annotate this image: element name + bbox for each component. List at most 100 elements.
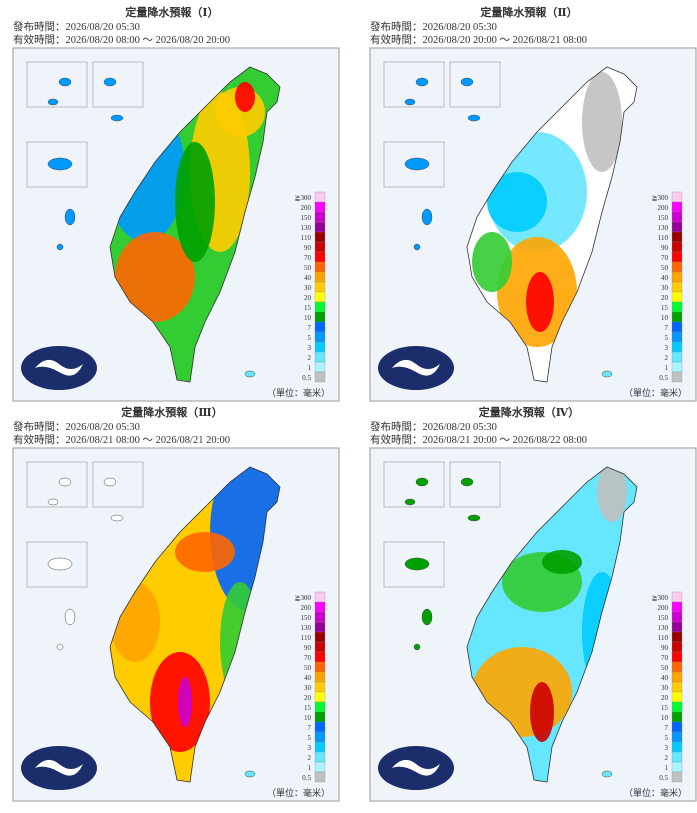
taiwan-outline — [466, 66, 638, 383]
legend-swatch — [314, 611, 326, 623]
legend-swatch — [671, 651, 683, 663]
legend-label: 110 — [658, 234, 669, 242]
legend-swatch — [671, 251, 683, 263]
legend-label: 50 — [304, 264, 312, 272]
legend-swatch — [671, 611, 683, 623]
legend-swatch — [671, 261, 683, 273]
legend-label: 30 — [304, 284, 312, 292]
island — [404, 498, 416, 506]
legend-label: 2 — [665, 754, 669, 762]
island — [47, 98, 59, 106]
panel-title: 定量降水預報（Ⅱ） — [480, 5, 577, 19]
legend-swatch — [671, 631, 683, 643]
legend-label: 70 — [661, 254, 669, 262]
legend-swatch — [314, 741, 326, 753]
legend-label: 130 — [301, 224, 312, 232]
legend-swatch — [671, 711, 683, 723]
legend-label: 200 — [658, 604, 669, 612]
legend-label: 50 — [661, 264, 669, 272]
legend-swatch — [671, 371, 683, 383]
legend-label: 0.5 — [659, 774, 668, 782]
island — [64, 608, 76, 626]
legend-label: ≧300 — [295, 594, 312, 602]
forecast-panel: 定量降水預報（Ⅱ）發布時間：2026/08/20 05:30有效時間：2026/… — [369, 5, 697, 402]
island — [413, 243, 421, 251]
rain-area — [115, 232, 195, 322]
legend-label: ≧300 — [295, 194, 312, 202]
inset-box — [383, 141, 445, 188]
legend-label: 40 — [304, 674, 312, 682]
rain-area — [597, 467, 627, 522]
legend-label: 20 — [661, 694, 669, 702]
legend-swatch — [671, 231, 683, 243]
rain-area — [178, 677, 192, 727]
legend-label: 1 — [665, 764, 669, 772]
taiwan-outline — [109, 66, 281, 383]
legend-label: 10 — [304, 714, 312, 722]
legend-label: 110 — [301, 634, 312, 642]
island — [415, 77, 429, 87]
island — [110, 514, 124, 522]
taiwan-outline — [109, 466, 281, 783]
legend-swatch — [314, 191, 326, 203]
legend-label: 1 — [308, 364, 312, 372]
inset-box — [449, 61, 501, 108]
inset-box — [383, 461, 445, 508]
legend-swatch — [671, 761, 683, 773]
legend-label: 3 — [308, 344, 312, 352]
legend-label: 7 — [665, 724, 669, 732]
legend-swatch — [671, 741, 683, 753]
unit-label: （單位：毫米） — [267, 387, 330, 398]
legend-swatch — [671, 731, 683, 743]
unit-label: （單位：毫米） — [267, 787, 330, 798]
legend-swatch — [671, 221, 683, 233]
legend-swatch — [314, 371, 326, 383]
island — [103, 77, 117, 87]
issue-time: 發布時間：2026/08/20 05:30 — [370, 420, 497, 433]
legend-swatch — [671, 331, 683, 343]
unit-label: （單位：毫米） — [624, 387, 687, 398]
legend-label: 0.5 — [659, 374, 668, 382]
legend-swatch — [314, 271, 326, 283]
valid-time: 有效時間：2026/08/21 20:00 ～ 2026/08/22 08:00 — [370, 433, 587, 446]
legend-swatch — [314, 261, 326, 273]
rain-area — [530, 682, 554, 742]
logo-mark — [35, 359, 83, 376]
legend-label: 130 — [301, 624, 312, 632]
issue-time: 發布時間：2026/08/20 05:30 — [13, 20, 140, 33]
legend-swatch — [314, 671, 326, 683]
forecast-panel: 定量降水預報（Ⅳ）發布時間：2026/08/20 05:30有效時間：2026/… — [369, 405, 697, 802]
island — [103, 477, 117, 487]
legend-label: 150 — [301, 614, 312, 622]
legend-swatch — [314, 231, 326, 243]
inset-box — [92, 61, 144, 108]
legend-label: 30 — [304, 684, 312, 692]
issue-time: 發布時間：2026/08/20 05:30 — [13, 420, 140, 433]
legend-swatch — [314, 251, 326, 263]
legend-swatch — [314, 291, 326, 303]
legend-swatch — [314, 281, 326, 293]
inset-box — [383, 61, 445, 108]
legend-swatch — [314, 221, 326, 233]
legend-swatch — [671, 341, 683, 353]
legend-label: 10 — [661, 314, 669, 322]
legend-label: 40 — [661, 674, 669, 682]
legend-label: ≧300 — [652, 194, 669, 202]
legend-label: 200 — [658, 204, 669, 212]
island — [415, 477, 429, 487]
rain-area — [526, 272, 554, 332]
legend-label: 5 — [308, 334, 312, 342]
island — [244, 770, 256, 778]
legend-label: 1 — [665, 364, 669, 372]
forecast-panel: 定量降水預報（Ⅰ）發布時間：2026/08/20 05:30有效時間：2026/… — [12, 5, 340, 402]
legend-swatch — [671, 241, 683, 253]
legend-swatch — [671, 191, 683, 203]
legend-label: 0.5 — [302, 774, 311, 782]
legend-label: 2 — [308, 354, 312, 362]
legend-label: 70 — [304, 654, 312, 662]
legend-swatch — [671, 281, 683, 293]
legend-swatch — [314, 641, 326, 653]
rain-area — [542, 550, 582, 574]
island — [56, 243, 64, 251]
legend-swatch — [314, 681, 326, 693]
